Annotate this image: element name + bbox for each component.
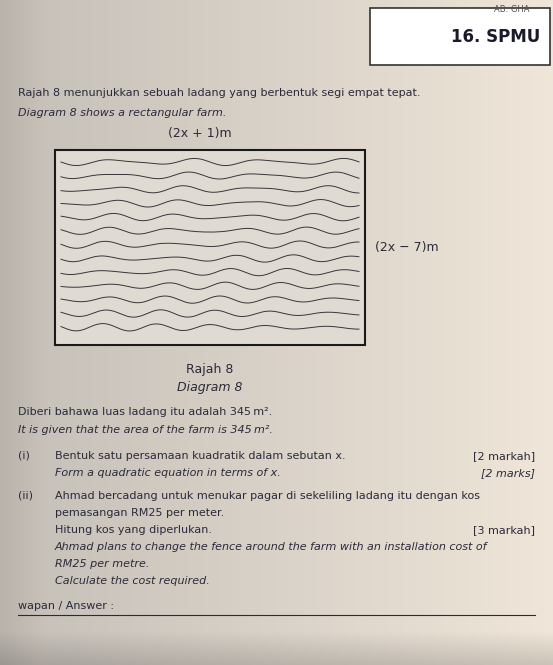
Text: RM25 per metre.: RM25 per metre.: [55, 559, 149, 569]
Text: Diagram 8 shows a rectangular farm.: Diagram 8 shows a rectangular farm.: [18, 108, 226, 118]
Text: Bentuk satu persamaan kuadratik dalam sebutan x.: Bentuk satu persamaan kuadratik dalam se…: [55, 451, 346, 461]
Text: Rajah 8: Rajah 8: [186, 363, 234, 376]
Text: Ahmad bercadang untuk menukar pagar di sekeliling ladang itu dengan kos: Ahmad bercadang untuk menukar pagar di s…: [55, 491, 480, 501]
Text: 16. SPMU: 16. SPMU: [451, 28, 540, 46]
Text: (i): (i): [18, 451, 30, 461]
Text: Rajah 8 menunjukkan sebuah ladang yang berbentuk segi empat tepat.: Rajah 8 menunjukkan sebuah ladang yang b…: [18, 88, 420, 98]
Bar: [55, 150, 365, 345]
Text: It is given that the area of the farm is 345 m².: It is given that the area of the farm is…: [18, 425, 273, 435]
Text: Calculate the cost required.: Calculate the cost required.: [55, 576, 210, 586]
Text: Hitung kos yang diperlukan.: Hitung kos yang diperlukan.: [55, 525, 212, 535]
Text: AB. GHA: AB. GHA: [494, 5, 530, 14]
Text: [2 markah]: [2 markah]: [473, 451, 535, 461]
Text: Form a quadratic equation in terms of x.: Form a quadratic equation in terms of x.: [55, 468, 281, 478]
Text: Diagram 8: Diagram 8: [178, 381, 243, 394]
Text: [3 markah]: [3 markah]: [473, 525, 535, 535]
Bar: [370, 8, 550, 65]
Text: (2x + 1)m: (2x + 1)m: [168, 127, 232, 140]
Text: (ii): (ii): [18, 491, 33, 501]
Text: pemasangan RM25 per meter.: pemasangan RM25 per meter.: [55, 508, 225, 518]
Text: [2 marks]: [2 marks]: [481, 468, 535, 478]
Text: Diberi bahawa luas ladang itu adalah 345 m².: Diberi bahawa luas ladang itu adalah 345…: [18, 407, 272, 417]
Text: (2x − 7)m: (2x − 7)m: [375, 241, 439, 254]
Text: Ahmad plans to change the fence around the farm with an installation cost of: Ahmad plans to change the fence around t…: [55, 542, 488, 552]
Text: wapan / Answer :: wapan / Answer :: [18, 601, 114, 611]
